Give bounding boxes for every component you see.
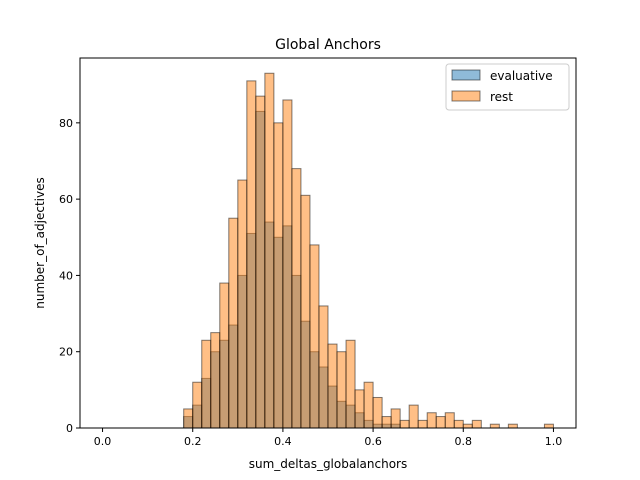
bar-rest-40	[462, 423, 473, 429]
bar-rest-29	[363, 381, 374, 429]
legend-label-evaluative: evaluative	[490, 69, 553, 83]
bar-rest-12	[210, 332, 221, 429]
bar-rest-11	[201, 339, 212, 429]
bar-rest-10	[192, 381, 203, 429]
y-tick-label: 0	[66, 422, 73, 435]
bar-rest-30	[372, 396, 383, 429]
y-tick-label: 20	[59, 346, 73, 359]
bar-rest-9	[183, 408, 194, 429]
bar-rest-25	[327, 343, 338, 429]
x-tick-label: 0.6	[364, 435, 382, 448]
bar-rest-49	[543, 423, 554, 429]
y-tick-label: 80	[59, 117, 73, 130]
bar-rest-19	[273, 122, 284, 429]
bar-rest-21	[291, 168, 302, 429]
legend-swatch-rest	[451, 90, 481, 102]
bar-rest-45	[507, 423, 518, 429]
x-axis-ticks: 0.0 0.2 0.4 0.6 0.8 1.0	[94, 428, 562, 448]
bar-rest-22	[300, 194, 311, 429]
bar-rest-32	[390, 408, 401, 429]
legend-swatch-evaluative	[451, 69, 481, 81]
legend: evaluative rest	[445, 63, 570, 111]
x-tick-label: 0.0	[94, 435, 112, 448]
bar-rest-34	[408, 404, 419, 429]
y-axis-label: number_of_adjectives	[33, 177, 47, 308]
bar-rest-41	[471, 419, 482, 429]
bar-rest-37	[435, 416, 446, 429]
axes-frame	[79, 57, 577, 429]
x-tick-label: 1.0	[545, 435, 563, 448]
chart-title: Global Anchors	[275, 37, 381, 53]
bar-rest-31	[381, 416, 392, 429]
x-tick-label: 0.2	[184, 435, 202, 448]
bar-rest-39	[453, 419, 464, 429]
legend-label-rest: rest	[490, 90, 513, 104]
bar-rest-35	[417, 419, 428, 429]
bar-rest-15	[237, 179, 248, 429]
y-tick-label: 60	[59, 193, 73, 206]
bar-rest-36	[426, 412, 437, 429]
bar-rest-27	[345, 339, 356, 429]
x-axis-label: sum_deltas_globalanchors	[249, 457, 407, 471]
bar-rest-28	[354, 389, 365, 429]
bar-rest-33	[399, 419, 410, 429]
y-axis-ticks: 0 20 40 60 80	[59, 117, 80, 435]
bar-rest-17	[255, 95, 266, 429]
bar-rest-13	[219, 282, 230, 429]
x-tick-label: 0.4	[274, 435, 292, 448]
bar-rest-26	[336, 351, 347, 429]
bar-rest-24	[318, 305, 329, 429]
x-tick-label: 0.8	[455, 435, 473, 448]
y-tick-label: 40	[59, 269, 73, 282]
bar-rest-23	[309, 244, 320, 429]
bar-rest-18	[264, 72, 275, 429]
bar-rest-43	[489, 423, 500, 429]
bar-rest-16	[246, 80, 257, 429]
bar-rest-20	[282, 99, 293, 429]
bar-rest-38	[444, 412, 455, 429]
bar-rest-14	[228, 217, 239, 429]
